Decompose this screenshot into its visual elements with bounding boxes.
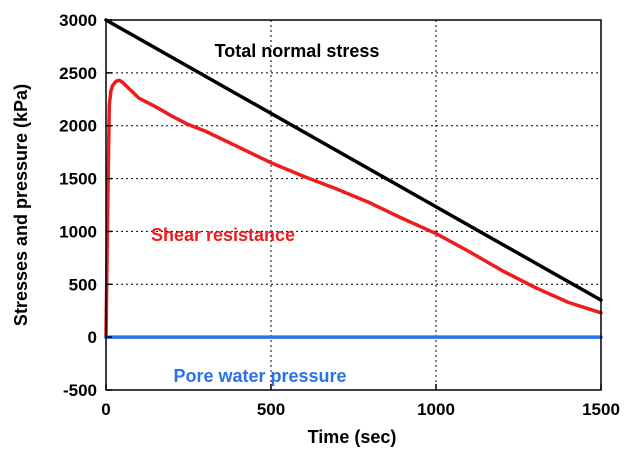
series-line-total-normal-stress <box>104 18 603 302</box>
plot-frame <box>105 19 602 391</box>
y-tick-label: 1000 <box>59 222 97 241</box>
x-tick-label: 1000 <box>417 400 455 419</box>
series-line-shear-resistance <box>104 78 603 339</box>
x-tick-label: 0 <box>101 400 110 419</box>
y-tick-label: 1500 <box>59 170 97 189</box>
x-tick-label: 500 <box>257 400 285 419</box>
y-tick-label: 500 <box>69 275 97 294</box>
series-label-total-normal-stress: Total normal stress <box>215 41 380 61</box>
series-label-shear-resistance: Shear resistance <box>151 225 295 245</box>
y-tick-label: 2500 <box>59 64 97 83</box>
x-axis-title: Time (sec) <box>308 427 397 447</box>
y-tick-label: 0 <box>88 328 97 347</box>
y-tick-label: 3000 <box>59 11 97 30</box>
y-axis-title: Stresses and pressure (kPa) <box>11 84 31 326</box>
y-tick-label: -500 <box>63 381 97 400</box>
x-tick-label: 1500 <box>582 400 620 419</box>
series-label-pore-water-pressure: Pore water pressure <box>173 366 346 386</box>
y-tick-label: 2000 <box>59 117 97 136</box>
